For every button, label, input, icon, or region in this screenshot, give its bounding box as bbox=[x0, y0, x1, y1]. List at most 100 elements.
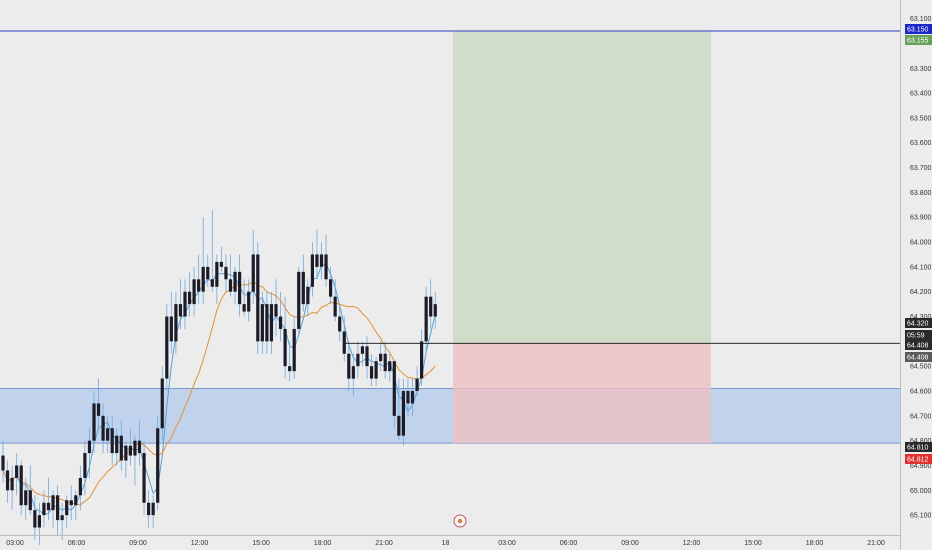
candle-body[interactable] bbox=[124, 445, 128, 461]
candle-body[interactable] bbox=[424, 296, 428, 342]
candle-body[interactable] bbox=[351, 366, 355, 379]
candle-body[interactable] bbox=[247, 291, 251, 312]
candle-body[interactable] bbox=[28, 490, 32, 511]
candle-body[interactable] bbox=[160, 378, 164, 429]
candle-body[interactable] bbox=[201, 266, 205, 292]
candle-body[interactable] bbox=[147, 502, 151, 516]
candle-body[interactable] bbox=[278, 316, 283, 329]
candle-body[interactable] bbox=[165, 316, 169, 379]
candle-body[interactable] bbox=[133, 440, 137, 456]
candle-body[interactable] bbox=[288, 366, 292, 372]
candle-body[interactable] bbox=[242, 304, 246, 312]
position-loss-zone[interactable] bbox=[453, 343, 711, 444]
candle-body[interactable] bbox=[329, 279, 333, 297]
candle-body[interactable] bbox=[306, 286, 310, 305]
position-profit-zone[interactable] bbox=[453, 31, 711, 344]
candle-body[interactable] bbox=[33, 510, 37, 528]
candle-body[interactable] bbox=[183, 291, 187, 317]
candle-body[interactable] bbox=[42, 502, 46, 516]
candle-body[interactable] bbox=[224, 266, 228, 280]
candle-body[interactable] bbox=[110, 428, 114, 454]
candle-body[interactable] bbox=[324, 254, 328, 280]
candle-body[interactable] bbox=[274, 304, 278, 317]
candle-body[interactable] bbox=[192, 279, 196, 305]
candle-body[interactable] bbox=[379, 353, 383, 362]
candle-body[interactable] bbox=[338, 316, 342, 332]
candle-body[interactable] bbox=[260, 304, 264, 342]
candle-body[interactable] bbox=[83, 453, 87, 478]
candle-body[interactable] bbox=[115, 435, 119, 454]
candle-body[interactable] bbox=[10, 477, 14, 491]
candle-body[interactable] bbox=[415, 378, 419, 392]
candle-body[interactable] bbox=[119, 435, 123, 461]
candle-body[interactable] bbox=[283, 328, 287, 367]
candle-body[interactable] bbox=[397, 415, 401, 436]
candle-body[interactable] bbox=[51, 495, 55, 511]
candle-body[interactable] bbox=[197, 279, 201, 292]
candle-body[interactable] bbox=[333, 296, 337, 317]
candle-body[interactable] bbox=[210, 279, 214, 287]
candle-body[interactable] bbox=[56, 495, 60, 521]
candle-body[interactable] bbox=[265, 304, 269, 342]
candle-body[interactable] bbox=[251, 254, 255, 292]
candle-body[interactable] bbox=[228, 279, 233, 292]
candle-body[interactable] bbox=[301, 271, 305, 305]
candle-body[interactable] bbox=[174, 304, 178, 342]
candle-body[interactable] bbox=[65, 500, 69, 516]
candle-body[interactable] bbox=[187, 291, 192, 305]
candle-body[interactable] bbox=[19, 465, 23, 506]
candle-body[interactable] bbox=[256, 254, 260, 342]
candle-body[interactable] bbox=[406, 391, 410, 404]
candle-body[interactable] bbox=[356, 353, 360, 367]
candle-body[interactable] bbox=[269, 304, 274, 342]
candle-body[interactable] bbox=[24, 490, 28, 506]
candle-body[interactable] bbox=[156, 428, 160, 503]
candle-body[interactable] bbox=[5, 470, 10, 491]
candle-body[interactable] bbox=[383, 353, 387, 372]
candle-body[interactable] bbox=[233, 271, 237, 292]
candle-body[interactable] bbox=[374, 361, 378, 379]
candle-body[interactable] bbox=[433, 304, 437, 317]
candle-body[interactable] bbox=[169, 316, 173, 342]
demand-zone[interactable] bbox=[0, 388, 900, 444]
candle-body[interactable] bbox=[78, 477, 82, 496]
candle-body[interactable] bbox=[151, 502, 155, 516]
candle-body[interactable] bbox=[69, 500, 73, 506]
candle-body[interactable] bbox=[15, 465, 19, 478]
candle-body[interactable] bbox=[369, 366, 374, 379]
candle-body[interactable] bbox=[347, 353, 351, 379]
candle-body[interactable] bbox=[1, 455, 5, 471]
candle-body[interactable] bbox=[215, 261, 219, 287]
candle-body[interactable] bbox=[92, 403, 96, 441]
candle-body[interactable] bbox=[310, 254, 314, 287]
candle-body[interactable] bbox=[365, 346, 369, 367]
candle-body[interactable] bbox=[46, 502, 51, 511]
candle-body[interactable] bbox=[142, 453, 146, 503]
candle-body[interactable] bbox=[410, 391, 415, 404]
candle-body[interactable] bbox=[429, 296, 433, 317]
candle-body[interactable] bbox=[292, 328, 296, 372]
candle-body[interactable] bbox=[137, 440, 142, 454]
candle-body[interactable] bbox=[238, 271, 242, 305]
candle-body[interactable] bbox=[178, 304, 183, 317]
candle-body[interactable] bbox=[60, 515, 64, 521]
candle-body[interactable] bbox=[128, 445, 132, 456]
candle-body[interactable] bbox=[96, 403, 101, 416]
candle-body[interactable] bbox=[420, 341, 424, 379]
candle-body[interactable] bbox=[392, 361, 396, 416]
candle-body[interactable] bbox=[74, 495, 78, 506]
candle-body[interactable] bbox=[315, 254, 319, 267]
candle-body[interactable] bbox=[101, 415, 105, 441]
candle-body[interactable] bbox=[388, 361, 392, 372]
candle-body[interactable] bbox=[106, 428, 110, 441]
candle-body[interactable] bbox=[360, 346, 365, 354]
candle-body[interactable] bbox=[342, 331, 346, 354]
candle-body[interactable] bbox=[219, 261, 223, 267]
candle-body[interactable] bbox=[206, 266, 210, 280]
candle-body[interactable] bbox=[37, 515, 41, 528]
candle-body[interactable] bbox=[401, 391, 405, 436]
candle-body[interactable] bbox=[319, 254, 324, 267]
candle-body[interactable] bbox=[87, 440, 92, 454]
